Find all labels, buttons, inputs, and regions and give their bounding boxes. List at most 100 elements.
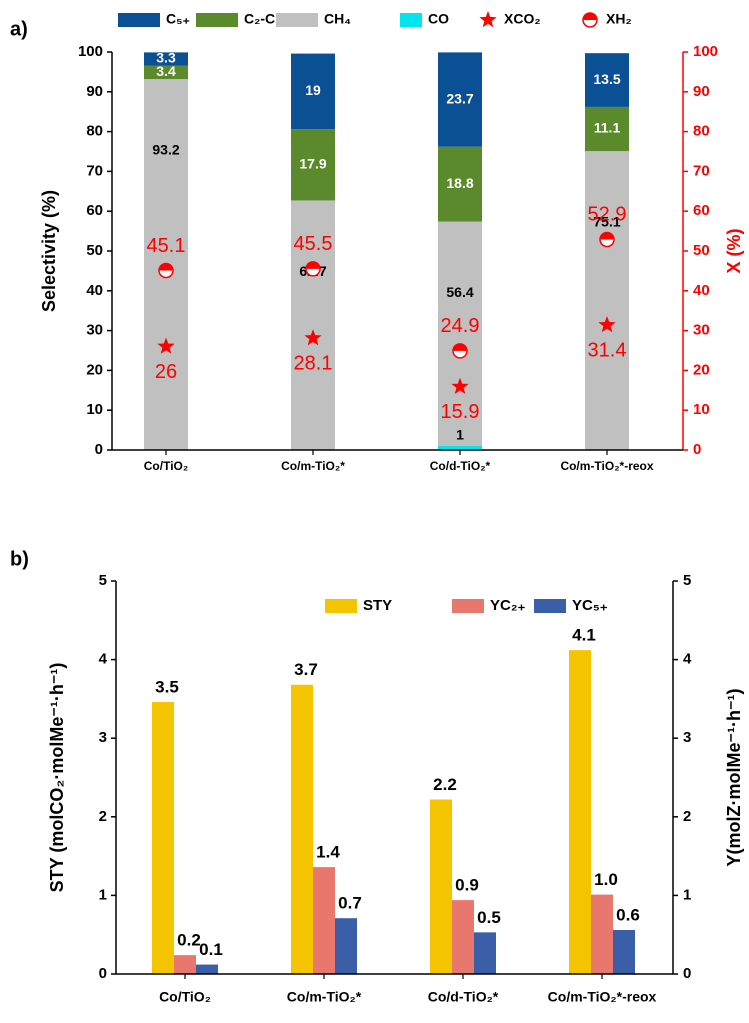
legend-label: YC₂₊ (490, 597, 526, 614)
legend-label: C₅₊ (166, 11, 190, 27)
value-label: 75.1 (593, 213, 620, 229)
y2-tick-label: 0 (693, 441, 701, 458)
panel-label: a) (10, 18, 28, 40)
value-label: 1.0 (594, 870, 618, 889)
x-tick-label: Co/d-TiO₂* (428, 989, 499, 1005)
value-label: 3.3 (156, 50, 176, 66)
marker-top-half (453, 343, 467, 351)
legend-swatch (400, 13, 422, 27)
bar-segment (291, 129, 335, 201)
value-label: 23.7 (446, 90, 473, 106)
y2-axis-label: Y(molZ·molMe⁻¹·h⁻¹) (724, 689, 744, 867)
y-tick-label: 4 (99, 651, 108, 668)
legend-swatch (276, 13, 318, 27)
legend-label: YC₅₊ (572, 597, 608, 614)
y-tick-label: 80 (86, 123, 103, 140)
legend-swatch (196, 13, 238, 27)
bar-segment (585, 53, 629, 107)
legend-label: C₂-C₄ (244, 11, 282, 27)
y-tick-label: 20 (86, 361, 103, 378)
value-label: 3.4 (156, 63, 176, 79)
value-label: 3.7 (294, 660, 318, 679)
half-circle-marker (158, 262, 174, 279)
marker-label: 31.4 (588, 339, 627, 361)
y-tick-label: 90 (86, 83, 103, 100)
y2-tick-label: 40 (693, 282, 710, 299)
bar (430, 799, 452, 974)
y-tick-label: 5 (99, 572, 107, 589)
star-shape (479, 11, 497, 28)
y-tick-label: 0 (95, 441, 103, 458)
bar-segment (291, 200, 335, 450)
y2-tick-label: 20 (693, 361, 710, 378)
x-tick-label: Co/TiO₂ (144, 459, 188, 473)
marker-label: 45.1 (147, 235, 186, 257)
value-label: 1.4 (316, 843, 340, 862)
marker-top-half (159, 263, 173, 271)
legend-label: XCO₂ (504, 11, 541, 27)
star-marker (479, 11, 497, 28)
star-marker (451, 377, 469, 394)
star-marker (157, 337, 175, 354)
marker-top-half (583, 13, 597, 20)
y-tick-label: 30 (86, 322, 103, 339)
y2-tick-label: 50 (693, 242, 710, 259)
value-label: 19 (305, 82, 321, 98)
panel-label: b) (10, 548, 29, 570)
x-tick-label: Co/m-TiO₂*-reox (560, 459, 653, 473)
value-label: 17.9 (299, 156, 326, 172)
bar (152, 702, 174, 974)
bar-segment (438, 221, 482, 447)
y-tick-label: 70 (86, 162, 103, 179)
y2-tick-label: 10 (693, 401, 710, 418)
star-shape (451, 377, 469, 394)
star-marker (598, 316, 616, 333)
value-label: 18.8 (446, 175, 473, 191)
marker-label: 15.9 (441, 401, 480, 423)
bar (474, 932, 496, 974)
y-tick-label: 100 (78, 43, 103, 60)
legend-label: XH₂ (606, 11, 632, 27)
y-tick-label: 40 (86, 282, 103, 299)
value-label: 0.6 (616, 905, 640, 924)
half-circle-marker (582, 12, 598, 28)
y-tick-label: 0 (99, 965, 107, 982)
y2-tick-label: 70 (693, 162, 710, 179)
bar (591, 894, 613, 974)
y-tick-label: 50 (86, 242, 103, 259)
half-circle-marker (305, 261, 321, 277)
y-axis-label: STY (molCO₂·molMe⁻¹·h⁻¹) (47, 663, 67, 893)
x-tick-label: Co/TiO₂ (159, 989, 211, 1005)
bar (291, 684, 313, 974)
bar (452, 900, 474, 974)
legend-swatch (118, 13, 160, 27)
marker-label: 26 (155, 361, 177, 383)
bar (569, 650, 591, 974)
legend-swatch (325, 599, 357, 613)
y-tick-label: 1 (99, 886, 107, 903)
y2-tick-label: 2 (683, 808, 691, 825)
marker-label: 28.1 (294, 352, 333, 374)
bar (613, 929, 635, 974)
y2-tick-label: 1 (683, 886, 691, 903)
y-tick-label: 60 (86, 202, 103, 219)
marker-label: 45.5 (294, 233, 333, 255)
y2-tick-label: 90 (693, 83, 710, 100)
value-label: 0.2 (177, 931, 201, 950)
value-label: 13.5 (593, 71, 620, 87)
y2-tick-label: 60 (693, 202, 710, 219)
bar-segment (438, 446, 482, 450)
half-circle-marker (452, 343, 468, 359)
y2-tick-label: 100 (693, 43, 718, 60)
y2-tick-label: 30 (693, 322, 710, 339)
bar-segment (144, 65, 188, 80)
marker-label: 52.9 (588, 204, 627, 226)
legend-label: STY (363, 597, 392, 614)
value-label: 4.1 (572, 626, 596, 645)
value-label: 3.5 (155, 678, 179, 697)
star-marker (304, 329, 322, 346)
marker-top-half (600, 232, 614, 240)
y2-tick-label: 5 (683, 572, 691, 589)
legend-swatch (452, 599, 484, 613)
